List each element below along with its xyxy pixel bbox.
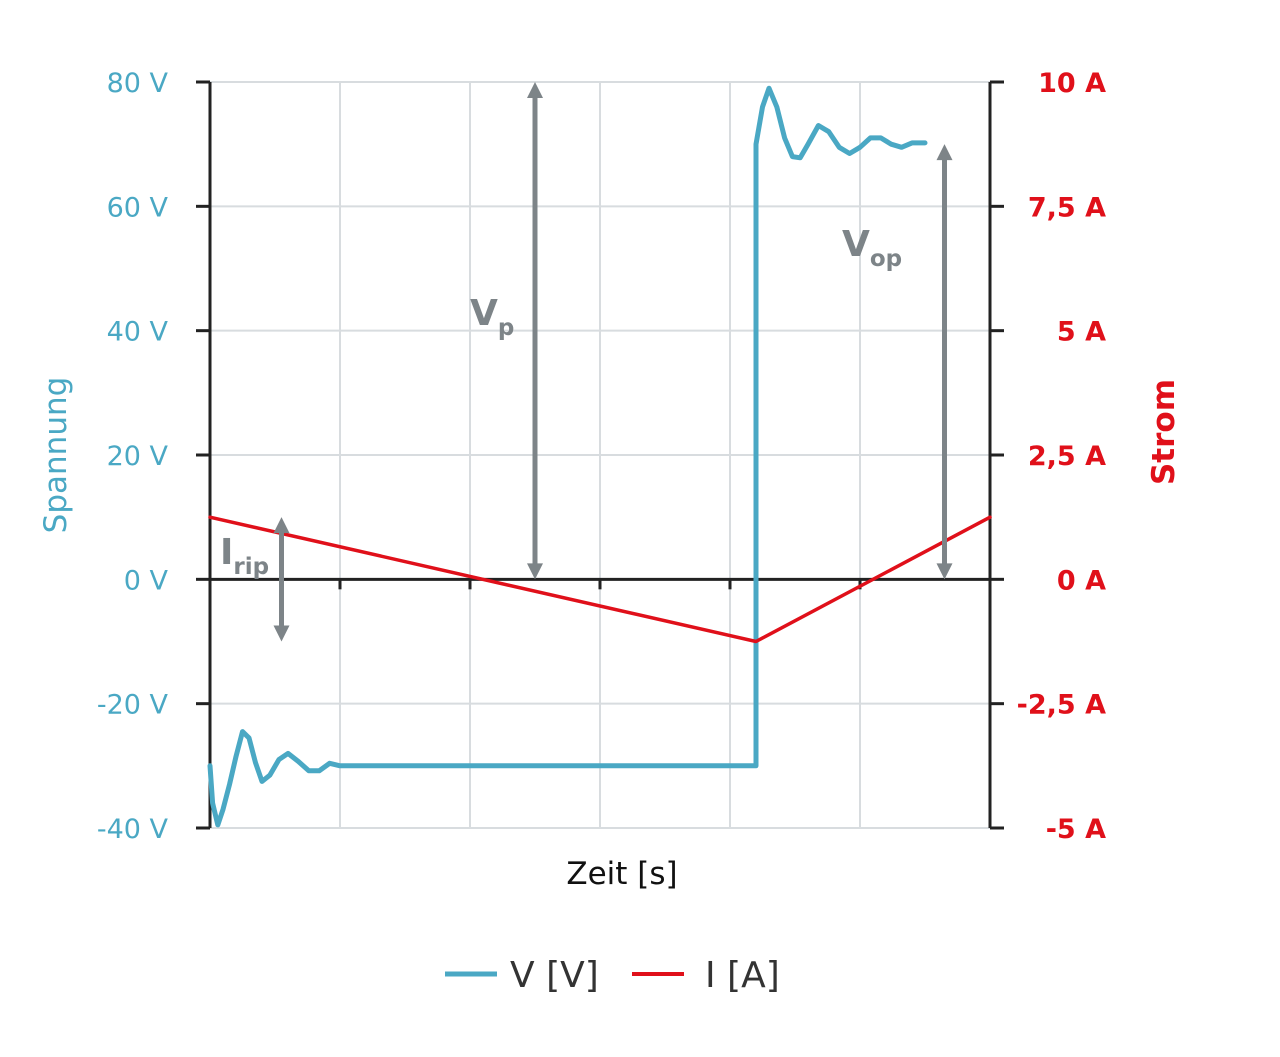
annotations: Vp Vop Irip [220,82,953,642]
series-line-voltage [207,85,928,828]
y-axis-left-tick-label: 40 V [107,317,169,348]
annotation-arrowhead-up [936,144,953,161]
annotation-v-p [527,82,543,580]
legend-label-voltage: V [V] [510,955,599,996]
y-axis-left-title: Spannung [38,377,74,534]
y-axis-right-tick-label: 10 A [1038,68,1106,99]
grid [210,81,991,829]
legend-label-current: I [A] [705,955,780,996]
y-axis-left-tick-label: 60 V [107,192,169,223]
axes: 80 V 60 V 40 V 20 V 0 V -20 V -40 V 10 A 7,5 A 5 … [97,68,1106,845]
y-axis-left-tick-label: 20 V [107,441,169,472]
y-axis-right-tick-label: -2,5 A [1017,690,1106,721]
annotation-arrowhead-down [936,563,953,580]
annotation-label-v-p: Vp [470,293,514,341]
y-axis-left-tick-label: -40 V [97,814,169,845]
series-line-current [208,515,992,644]
annotation-label-i-rip: Irip [220,532,269,580]
x-axis-title: Zeit [s] [566,856,677,892]
y-axis-left-tick-label: 0 V [124,565,169,596]
y-axis-right-tick-label: -5 A [1046,814,1106,845]
y-axis-right-title: Strom [1146,379,1182,485]
annotation-i-rip [273,517,290,642]
y-axis-left-tick-label: 80 V [107,68,169,99]
annotation-v-op [936,144,953,580]
y-axis-right-tick-label: 5 A [1057,317,1106,348]
legend: V [V] I [A] [445,955,780,996]
y-axis-right-tick-label: 0 A [1057,565,1106,596]
annotation-arrowhead-down [273,625,290,642]
y-axis-right-tick-label: 7,5 A [1028,192,1106,223]
series [207,85,992,828]
y-axis-right-tick-label: 2,5 A [1028,441,1106,472]
y-axis-left-tick-label: -20 V [97,690,169,721]
annotation-arrowhead-up [273,517,290,534]
annotation-arrowhead-up [527,82,543,98]
annotation-label-v-op: Vop [842,224,902,272]
annotation-arrowhead-down [527,563,543,580]
